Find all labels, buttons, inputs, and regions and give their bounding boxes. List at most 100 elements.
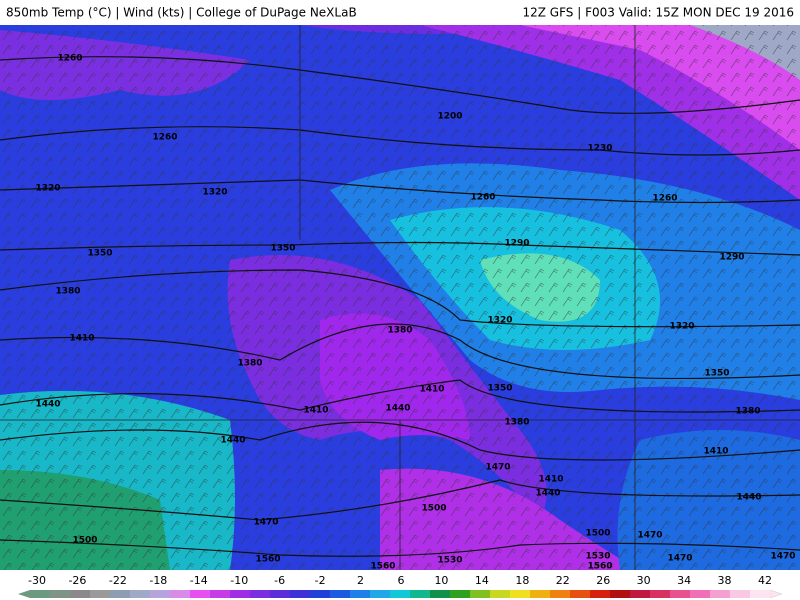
contour-label: 1500 — [72, 536, 97, 546]
contour-label: 1380 — [237, 359, 262, 369]
contour-label: 1440 — [35, 400, 60, 410]
colorbar-cell — [630, 590, 651, 598]
contour-label: 1320 — [487, 316, 512, 326]
contour-label: 1320 — [669, 322, 694, 332]
contour-label: 1290 — [504, 239, 529, 249]
contour-label: 1320 — [35, 184, 60, 194]
colorbar-cell — [190, 590, 211, 598]
contour-label: 1440 — [736, 493, 761, 503]
contour-label: 1260 — [152, 133, 177, 143]
colorbar-cell — [750, 590, 771, 598]
colorbar-cell — [290, 590, 311, 598]
contour-label: 1380 — [387, 326, 412, 336]
colorbar-cell — [390, 590, 411, 598]
contour-label: 1260 — [57, 54, 82, 64]
header-left: 850mb Temp (°C) | Wind (kts) | College o… — [6, 6, 357, 20]
colorbar-cell — [370, 590, 391, 598]
contour-label: 1260 — [652, 194, 677, 204]
contour-label: 1410 — [303, 406, 328, 416]
contour-label: 1320 — [202, 188, 227, 198]
colorbar-cell — [250, 590, 271, 598]
contour-label: 1410 — [69, 334, 94, 344]
colorbar-tick-label: 10 — [434, 574, 448, 587]
colorbar-cell — [170, 590, 191, 598]
colorbar: -30 -26 -22 -18 -14 -10 -6 -2 2 6 10 14 18 22 26 30 34 38… — [18, 574, 783, 599]
colorbar-cell — [430, 590, 451, 598]
colorbar-cell — [110, 590, 131, 598]
contour-label: 1470 — [637, 531, 662, 541]
colorbar-tick-label: -6 — [274, 574, 285, 587]
colorbar-cell — [150, 590, 171, 598]
colorbar-tick-label: 42 — [758, 574, 772, 587]
contour-label: 1530 — [437, 556, 462, 566]
map: 1260 1260 1320 1320 1350 1350 1380 1410 1380 1440… — [0, 25, 800, 572]
header-right: 12Z GFS | F003 Valid: 15Z MON DEC 19 201… — [522, 6, 794, 20]
contour-label: 1350 — [270, 244, 295, 254]
contour-label: 1410 — [419, 385, 444, 395]
colorbar-cell — [470, 590, 491, 598]
colorbar-tick-label: 34 — [677, 574, 691, 587]
colorbar-cell — [50, 590, 71, 598]
contour-label: 1470 — [667, 554, 692, 564]
height-contours — [0, 56, 800, 557]
colorbar-cell — [510, 590, 531, 598]
colorbar-tick-label: -26 — [68, 574, 86, 587]
colorbar-cell — [710, 590, 731, 598]
colorbar-cell — [530, 590, 551, 598]
contour-label: 1470 — [770, 552, 795, 562]
colorbar-cell — [90, 590, 111, 598]
contour-label: 1500 — [585, 529, 610, 539]
colorbar-cell — [490, 590, 511, 598]
colorbar-tick-label: -18 — [149, 574, 167, 587]
state-borders — [0, 25, 800, 570]
contour-label: 1560 — [587, 562, 612, 572]
contour-label: 1380 — [55, 287, 80, 297]
colorbar-cell — [70, 590, 91, 598]
contour-label: 1200 — [437, 112, 462, 122]
contour-label: 1260 — [470, 193, 495, 203]
contour-label: 1440 — [220, 436, 245, 446]
colorbar-cell — [410, 590, 431, 598]
colorbar-cell — [730, 590, 751, 598]
colorbar-cell — [590, 590, 611, 598]
colorbar-tick-label: 14 — [475, 574, 489, 587]
colorbar-tick-label: 2 — [357, 574, 364, 587]
contour-label: 1380 — [735, 407, 760, 417]
colorbar-tick-label: 6 — [398, 574, 405, 587]
contour-label: 1410 — [703, 447, 728, 457]
contour-label: 1470 — [485, 463, 510, 473]
colorbar-cell — [350, 590, 371, 598]
contour-label: 1500 — [421, 504, 446, 514]
contour-label: 1560 — [255, 555, 280, 565]
colorbar-cell — [450, 590, 471, 598]
colorbar-cell — [30, 590, 51, 598]
contour-label: 1290 — [719, 253, 744, 263]
colorbar-tick-label: -2 — [315, 574, 326, 587]
colorbar-cell — [310, 590, 331, 598]
colorbar-tick-label: 38 — [718, 574, 732, 587]
colorbar-cell — [650, 590, 671, 598]
colorbar-tick-label: -14 — [190, 574, 208, 587]
contour-labels: 1260 1260 1320 1320 1350 1350 1380 1410 1380 1440… — [35, 54, 795, 572]
contour-label: 1380 — [504, 418, 529, 428]
colorbar-cell — [230, 590, 251, 598]
colorbar-tick-label: -22 — [109, 574, 127, 587]
colorbar-cell — [130, 590, 151, 598]
contour-label: 1230 — [587, 144, 612, 154]
colorbar-tick-label: 30 — [637, 574, 651, 587]
colorbar-cell — [670, 590, 691, 598]
contour-label: 1350 — [704, 369, 729, 379]
contour-label: 1530 — [585, 552, 610, 562]
colorbar-tick-label: -10 — [230, 574, 248, 587]
contour-label: 1560 — [370, 562, 395, 572]
colorbar-cell — [570, 590, 591, 598]
colorbar-tick-label: 22 — [556, 574, 570, 587]
contour-label: 1440 — [385, 404, 410, 414]
contour-label: 1440 — [535, 489, 560, 499]
contour-label: 1350 — [87, 249, 112, 259]
colorbar-cell — [690, 590, 711, 598]
contour-label: 1350 — [487, 384, 512, 394]
colorbar-cell — [610, 590, 631, 598]
colorbar-cell — [270, 590, 291, 598]
